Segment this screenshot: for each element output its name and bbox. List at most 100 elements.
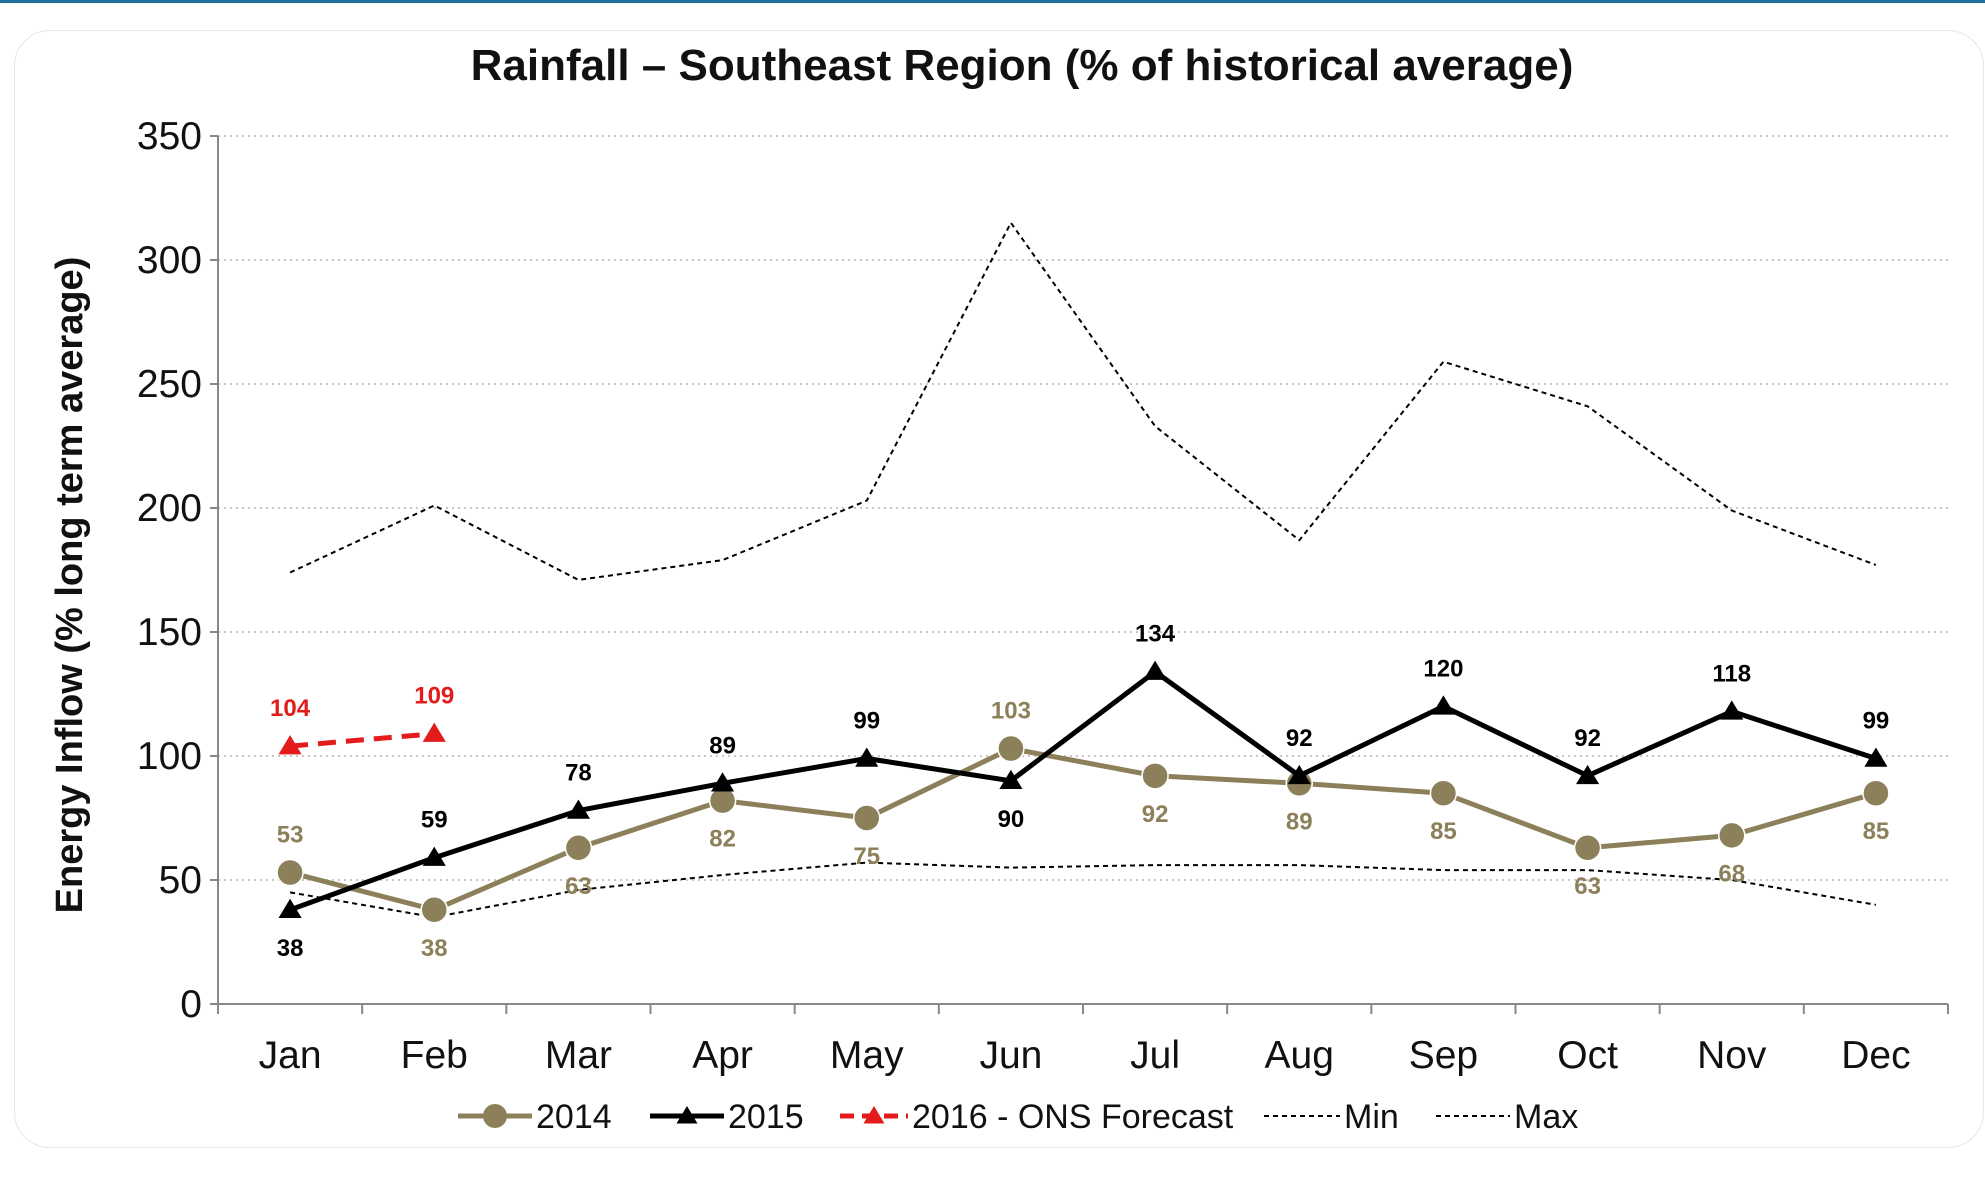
data-label-2015-nov: 118 (1712, 660, 1751, 687)
data-label-2015-oct: 92 (1574, 725, 1601, 752)
gridlines (218, 135, 1948, 881)
legend-item-min: Min (1264, 1098, 1399, 1136)
data-label-2014-mar: 63 (565, 873, 592, 900)
legend-marker-2016-ons-forecast (863, 1106, 885, 1124)
point-2015-jul (1143, 660, 1167, 680)
point-2015-sep (1431, 695, 1455, 715)
data-label-2016-ons-forecast-feb: 109 (414, 683, 454, 710)
data-label-2014-sep: 85 (1430, 818, 1457, 845)
point-2016-ons-forecast-jan (278, 735, 302, 755)
legend-label-min: Min (1344, 1098, 1399, 1136)
series-line-2014 (289, 746, 1877, 913)
data-label-2014-jan: 53 (277, 822, 304, 849)
legend-label-2015: 2015 (728, 1098, 804, 1136)
top-accent-rule (0, 0, 1985, 3)
legend-label-2016-ons-forecast: 2016 - ONS Forecast (912, 1098, 1234, 1136)
series-2014 (276, 734, 1890, 924)
y-tick-label-100: 100 (137, 735, 202, 778)
point-2014-feb (420, 896, 448, 924)
series-2015 (278, 660, 1888, 919)
point-2016-ons-forecast-feb (422, 722, 446, 742)
y-tick-label-250: 250 (137, 363, 202, 406)
series-line-2015 (289, 669, 1877, 913)
data-label-2015-jan: 38 (277, 935, 304, 962)
data-label-2014-oct: 63 (1574, 873, 1601, 900)
chart-title: Rainfall – Southeast Region (% of histor… (471, 41, 1574, 90)
data-label-2015-dec: 99 (1863, 707, 1890, 734)
x-tick-label-feb: Feb (401, 1034, 468, 1077)
data-label-2015-feb: 59 (421, 807, 448, 834)
point-2015-apr (711, 772, 735, 792)
y-axis-title: Energy Inflow (% long term average) (49, 257, 91, 914)
data-label-2015-sep: 120 (1423, 655, 1463, 682)
point-2015-dec (1864, 747, 1888, 767)
series-2016-ons-forecast (278, 722, 446, 755)
legend-item-2015: 2015 (650, 1098, 804, 1136)
point-2015-oct (1576, 764, 1600, 785)
y-tick-label-0: 0 (180, 983, 202, 1026)
data-label-2015-aug: 92 (1286, 725, 1313, 752)
y-tick-label-350: 350 (137, 115, 202, 158)
point-2014-oct (1573, 834, 1602, 862)
x-tick-label-sep: Sep (1409, 1034, 1478, 1077)
data-label-2014-aug: 89 (1286, 808, 1313, 835)
data-label-2016-ons-forecast-jan: 104 (270, 695, 311, 722)
data-label-2014-may: 75 (853, 843, 880, 870)
data-label-2014-jun: 103 (991, 698, 1031, 725)
point-2015-mar (566, 799, 590, 819)
data-label-2015-mar: 78 (565, 760, 592, 787)
data-labels: 53 38 63 82 75 103 92 89 85 63 68 85 38 59 78 89 99 90 134… (270, 621, 1889, 962)
point-2014-may (853, 804, 881, 832)
data-label-2015-jul: 134 (1135, 621, 1176, 648)
point-2015-jun (999, 769, 1023, 790)
series-layer (276, 221, 1890, 924)
data-label-2014-feb: 38 (421, 935, 448, 962)
x-tick-label-dec: Dec (1841, 1034, 1910, 1077)
legend-item-max: Max (1436, 1098, 1578, 1136)
x-tick-label-jun: Jun (979, 1034, 1042, 1077)
point-2014-dec (1862, 779, 1890, 807)
series-min (289, 861, 1877, 919)
x-tick-label-oct: Oct (1557, 1034, 1618, 1077)
x-tick-label-mar: Mar (545, 1034, 612, 1077)
x-tick-label-jul: Jul (1130, 1034, 1180, 1077)
legend: 2014 2015 2016 - ONS Forecast Min Max (458, 1098, 1578, 1136)
point-2014-jun (997, 734, 1025, 763)
x-tick-label-jan: Jan (259, 1034, 322, 1077)
series-line-2016-ons-forecast (289, 731, 435, 749)
x-tick-label-may: May (830, 1034, 904, 1077)
legend-item-2016-ons-forecast: 2016 - ONS Forecast (840, 1098, 1234, 1136)
x-tick-label-apr: Apr (692, 1034, 753, 1077)
series-line-min (289, 861, 1877, 919)
x-tick-label-aug: Aug (1265, 1034, 1334, 1077)
series-line-max (289, 221, 1877, 581)
y-tick-label-200: 200 (137, 487, 202, 530)
y-tick-label-50: 50 (159, 859, 202, 902)
chart-card (14, 30, 1984, 1148)
legend-label-max: Max (1514, 1098, 1578, 1136)
data-label-2014-apr: 82 (709, 826, 736, 853)
data-label-2015-apr: 89 (709, 732, 736, 759)
series-max (289, 221, 1877, 581)
x-tick-label-nov: Nov (1697, 1034, 1767, 1077)
point-2015-may (855, 747, 879, 767)
legend-item-2014: 2014 (458, 1098, 612, 1136)
point-2014-jan (276, 858, 304, 887)
point-2015-aug (1287, 764, 1311, 785)
data-label-2014-dec: 85 (1863, 818, 1890, 845)
y-tick-label-300: 300 (137, 239, 202, 282)
point-2015-jan (278, 898, 302, 919)
point-2014-jul (1141, 762, 1169, 790)
point-2014-nov (1718, 821, 1746, 850)
y-tick-label-150: 150 (137, 611, 202, 654)
point-2015-feb (422, 846, 446, 866)
data-label-2014-jul: 92 (1142, 801, 1169, 828)
legend-label-2014: 2014 (536, 1098, 612, 1136)
legend-marker-2015 (676, 1106, 698, 1124)
data-label-2015-may: 99 (853, 707, 880, 734)
point-2015-nov (1720, 700, 1744, 720)
point-2014-apr (708, 786, 737, 815)
point-2014-mar (564, 834, 593, 862)
point-2014-sep (1429, 779, 1458, 807)
